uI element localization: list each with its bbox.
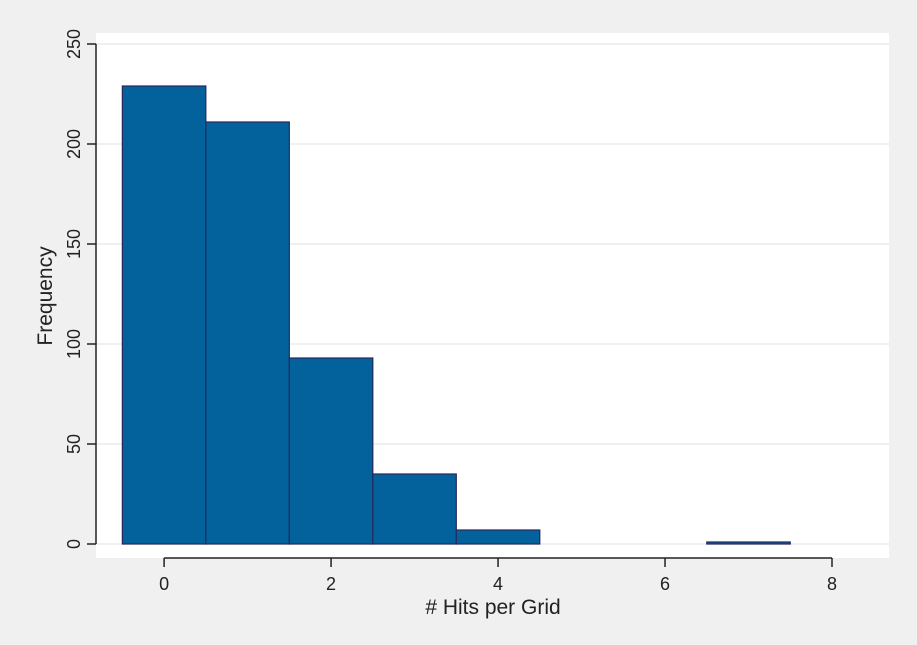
- histogram-bar: [455, 529, 541, 545]
- histogram-bar: [372, 473, 457, 545]
- y-tick-label: 0: [64, 539, 84, 549]
- y-tick-label: 150: [64, 229, 84, 259]
- y-axis: 0 50 100 150 200 250: [64, 29, 97, 549]
- x-tick-label: 6: [660, 574, 670, 594]
- histogram-bar: [205, 121, 290, 545]
- x-tick-label: 2: [326, 574, 336, 594]
- x-axis: 0 2 4 6 8: [159, 557, 837, 594]
- x-axis-label: # Hits per Grid: [425, 596, 560, 619]
- x-tick-label: 8: [827, 574, 837, 594]
- y-tick-label: 200: [64, 129, 84, 159]
- histogram-bar: [288, 357, 374, 545]
- bars: [121, 85, 791, 545]
- histogram-bar: [706, 541, 791, 545]
- x-tick-label: 4: [493, 574, 503, 594]
- x-tick-label: 0: [159, 574, 169, 594]
- histogram-bar: [121, 85, 207, 545]
- y-axis-label: Frequency: [34, 246, 57, 346]
- y-tick-label: 250: [64, 29, 84, 59]
- y-tick-label: 50: [64, 434, 84, 454]
- y-tick-label: 100: [64, 329, 84, 359]
